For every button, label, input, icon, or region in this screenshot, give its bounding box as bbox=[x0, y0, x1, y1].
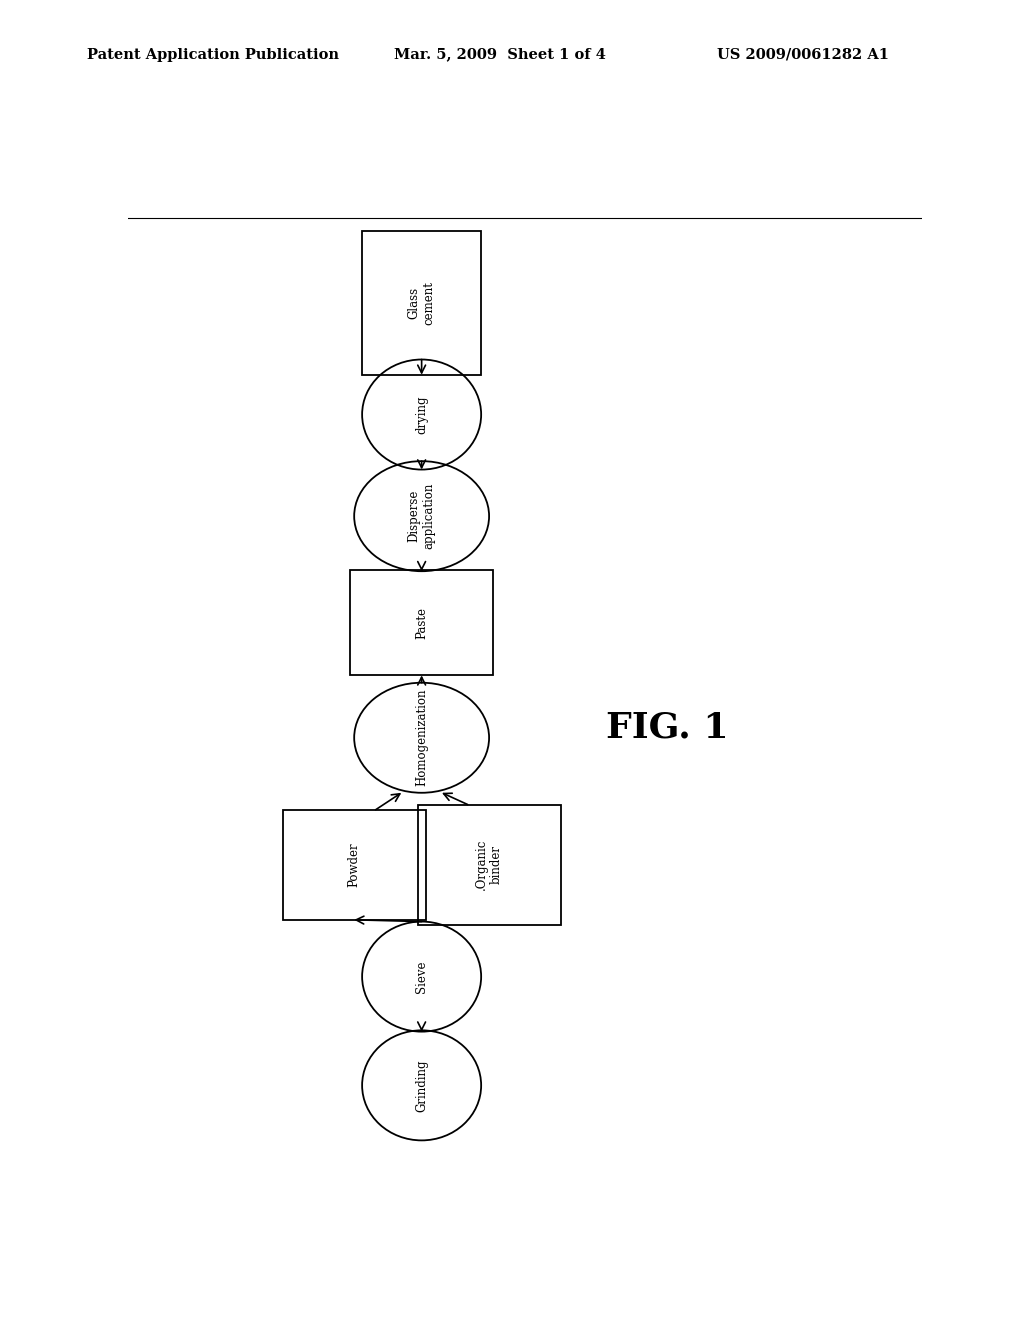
Text: drying: drying bbox=[415, 395, 428, 434]
Text: Patent Application Publication: Patent Application Publication bbox=[87, 48, 339, 62]
Text: Sieve: Sieve bbox=[415, 961, 428, 993]
Text: .Organic
binder: .Organic binder bbox=[475, 840, 503, 891]
Text: Mar. 5, 2009  Sheet 1 of 4: Mar. 5, 2009 Sheet 1 of 4 bbox=[394, 48, 606, 62]
Bar bbox=[283, 809, 426, 920]
Text: Powder: Powder bbox=[348, 842, 360, 887]
Text: Disperse
application: Disperse application bbox=[408, 483, 435, 549]
Text: US 2009/0061282 A1: US 2009/0061282 A1 bbox=[717, 48, 889, 62]
Bar bbox=[350, 570, 494, 676]
Text: Homogenization: Homogenization bbox=[415, 689, 428, 787]
Bar bbox=[418, 804, 560, 925]
Text: Paste: Paste bbox=[415, 607, 428, 639]
Bar bbox=[362, 231, 481, 375]
Text: FIG. 1: FIG. 1 bbox=[606, 710, 729, 744]
Text: Grinding: Grinding bbox=[415, 1059, 428, 1111]
Text: Glass
cement: Glass cement bbox=[408, 281, 435, 325]
